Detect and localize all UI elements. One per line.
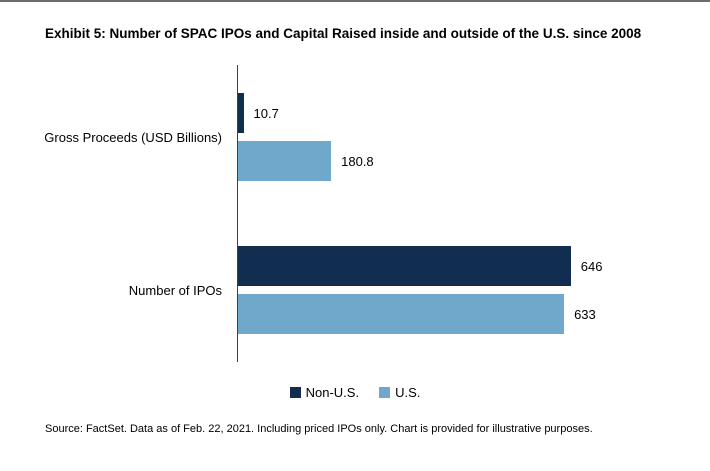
legend-label-us: U.S. bbox=[395, 385, 421, 400]
legend-swatch-non-us bbox=[289, 387, 301, 398]
category-label-number-of-ipos: Number of IPOs bbox=[128, 282, 222, 298]
bar-group-gross-proceeds: Gross Proceeds (USD Billions) 10.7 180.8 bbox=[0, 93, 710, 181]
legend-label-non-us: Non-U.S. bbox=[305, 385, 360, 400]
bar-row-us-number-of-ipos: 633 bbox=[238, 294, 602, 334]
value-label-us-gross-proceeds: 180.8 bbox=[341, 153, 374, 169]
bar-row-non-us-number-of-ipos: 646 bbox=[238, 246, 602, 286]
source-note: Source: FactSet. Data as of Feb. 22, 202… bbox=[45, 423, 593, 435]
bar-row-non-us-gross-proceeds: 10.7 bbox=[238, 93, 374, 133]
value-label-non-us-gross-proceeds: 10.7 bbox=[253, 105, 279, 121]
bar-non-us-number-of-ipos bbox=[238, 246, 571, 286]
value-label-us-number-of-ipos: 633 bbox=[574, 306, 596, 322]
legend-item-us: U.S. bbox=[379, 385, 420, 400]
bars-number-of-ipos: 646 633 bbox=[238, 246, 602, 334]
y-axis-line bbox=[237, 65, 238, 362]
bar-non-us-gross-proceeds bbox=[238, 93, 244, 133]
value-label-non-us-number-of-ipos: 646 bbox=[580, 258, 603, 274]
category-label-gross-proceeds: Gross Proceeds (USD Billions) bbox=[44, 129, 222, 145]
bar-group-number-of-ipos: Number of IPOs 646 633 bbox=[0, 246, 710, 334]
legend-swatch-us bbox=[379, 387, 391, 398]
legend: Non-U.S. U.S. bbox=[0, 385, 710, 400]
bar-us-number-of-ipos bbox=[238, 294, 565, 334]
bar-row-us-gross-proceeds: 180.8 bbox=[238, 141, 374, 181]
legend-item-non-us: Non-U.S. bbox=[289, 385, 360, 400]
plot-area: Gross Proceeds (USD Billions) 10.7 180.8… bbox=[0, 65, 710, 365]
bars-gross-proceeds: 10.7 180.8 bbox=[238, 93, 374, 181]
bar-us-gross-proceeds bbox=[238, 141, 332, 181]
chart-title: Exhibit 5: Number of SPAC IPOs and Capit… bbox=[45, 26, 642, 41]
